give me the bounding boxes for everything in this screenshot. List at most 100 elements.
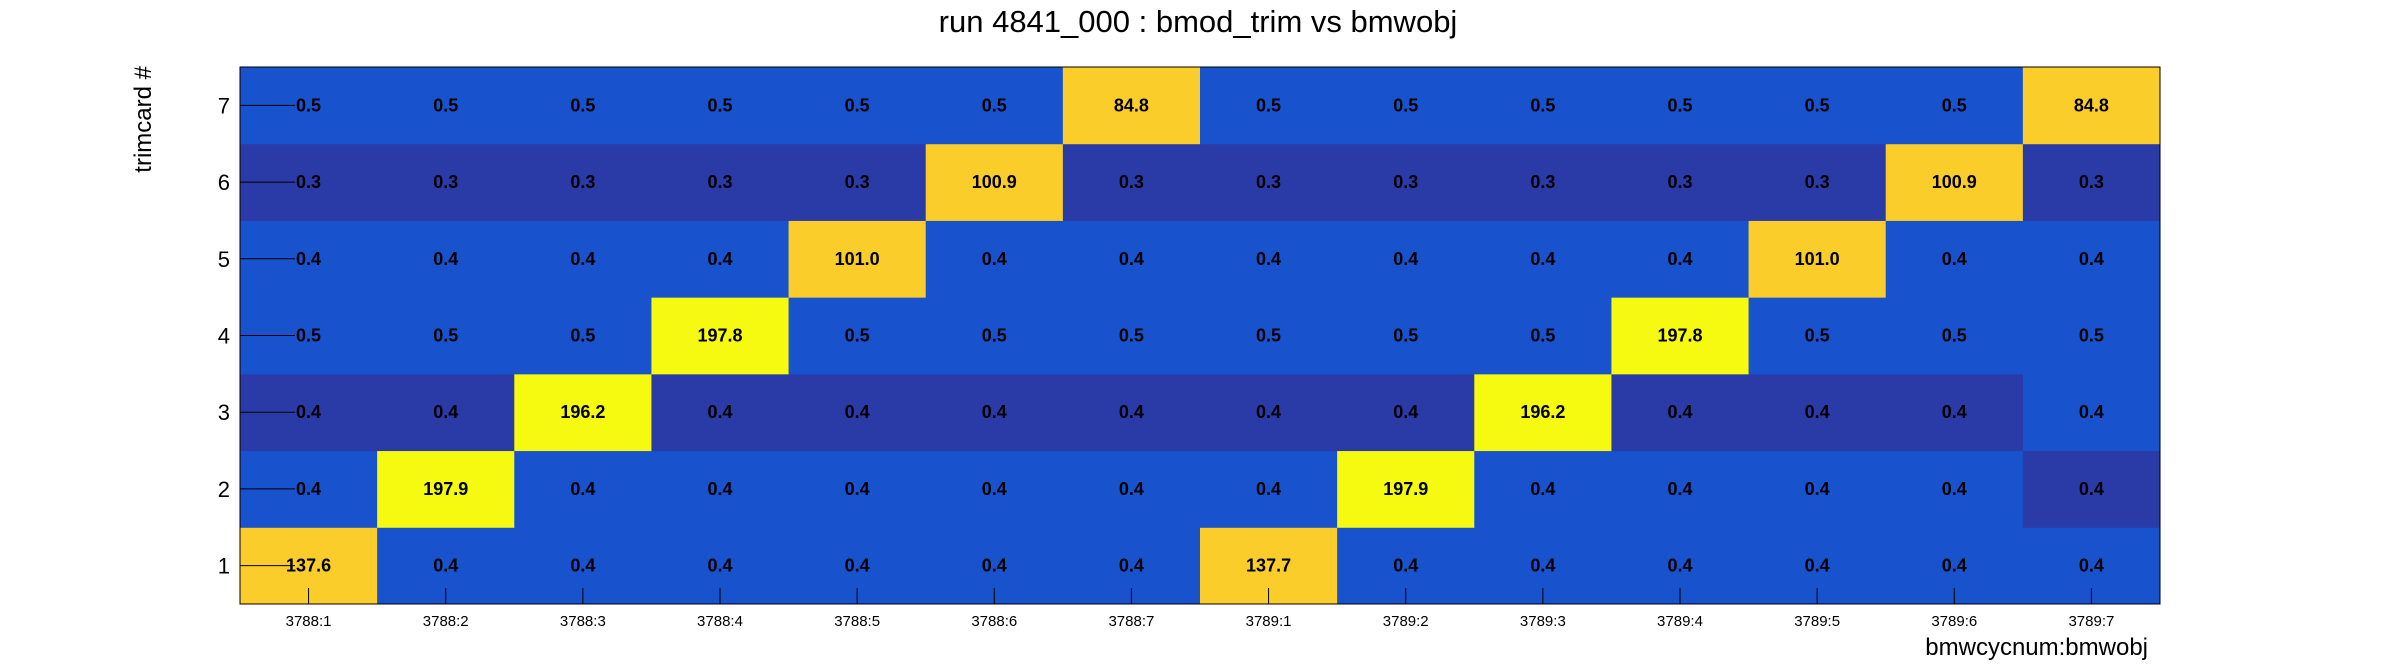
heatmap-cell [1611,143,1750,221]
cell-value-label: 0.4 [1119,556,1144,576]
heatmap-cell [377,220,515,298]
heatmap-cell [514,67,652,145]
axes: 1 2 3 4 5 6 7 3788:1 3788:2 3788:3 3788:4 3788:5 378… [218,66,2161,630]
heatmap-cell [651,143,790,221]
chart-title: run 4841_000 : bmod_trim vs bmwobj [939,4,1458,39]
cell-value-label: 0.4 [707,479,732,499]
y-tick-label: 6 [218,170,230,195]
heatmap-cell [2022,373,2161,452]
cell-value-label: 197.8 [1657,326,1702,346]
cell-value-label: 0.5 [1805,326,1830,346]
x-tick-label: 3788:5 [834,613,880,630]
cell-value-label: 0.4 [1667,479,1692,499]
heatmap-cell [1474,450,1612,528]
cell-value-label: 0.3 [1530,172,1555,192]
heatmap-cell [1611,67,1750,145]
heatmap-cell [1337,373,1475,452]
cell-value-label: 0.4 [1393,249,1418,269]
cell-value-label: 0.4 [296,249,321,269]
cell-value-label: 0.5 [296,326,321,346]
cell-value-label: 0.4 [707,556,732,576]
heatmap-cell [1062,67,1201,145]
x-tick-label: 3789:4 [1657,613,1703,630]
x-axis-title: bmwcycnum:bmwobj [1925,634,2148,661]
heatmap-cell [788,297,927,375]
cell-value-label: 0.5 [707,95,732,115]
heatmap-cell [788,450,927,528]
cell-value-label: 0.4 [845,479,870,499]
heatmap-cell [1062,373,1201,452]
cell-value-label: 196.2 [560,402,605,422]
y-axis-title: trimcard # [130,65,157,172]
cell-value-label: 0.4 [845,556,870,576]
cell-value-label: 0.5 [2079,326,2104,346]
heatmap-cell [1748,67,1887,145]
cell-value-label: 0.3 [1805,172,1830,192]
cell-value-label: 0.5 [982,326,1007,346]
cell-value-label: 0.4 [1530,249,1555,269]
cell-value-label: 0.4 [1667,402,1692,422]
cell-value-label: 0.5 [1805,95,1830,115]
cell-value-label: 0.5 [296,95,321,115]
heatmap-cell [1474,373,1612,452]
cell-value-label: 0.5 [1393,95,1418,115]
heatmap-cell [651,67,790,145]
cell-value-label: 0.4 [1667,249,1692,269]
heatmap-cell [651,220,790,298]
heatmap-cell [925,67,1064,145]
cell-value-label: 0.3 [433,172,458,192]
cell-value-label: 0.4 [1805,402,1830,422]
heatmap-cell [1885,143,2024,221]
cell-value-label: 0.4 [1256,249,1281,269]
y-tick-label: 4 [218,324,230,349]
heatmap-cell [377,67,515,145]
cell-value-label: 0.5 [433,95,458,115]
heatmap-cell [514,143,652,221]
cell-value-label: 197.9 [1383,479,1428,499]
heatmap-cell [514,297,652,375]
heatmap-cell [651,373,790,452]
cell-value-label: 0.5 [1667,95,1692,115]
heatmap-cell [1885,67,2024,145]
cell-value-label: 0.4 [1530,556,1555,576]
heatmap-cell [1885,450,2024,528]
cell-value-label: 0.4 [433,249,458,269]
cell-value-label: 0.4 [2079,249,2104,269]
heatmap-cell [1200,373,1338,452]
cell-value-label: 101.0 [1795,249,1840,269]
cell-value-label: 0.4 [982,556,1007,576]
heatmap-cell [514,450,652,528]
cell-value-label: 197.8 [697,326,742,346]
heatmap-cell [1200,143,1338,221]
cell-value-label: 0.4 [296,402,321,422]
heatmap-cell [2022,220,2161,298]
x-tick-label: 3788:2 [423,613,469,630]
x-tick-label: 3789:7 [2068,613,2114,630]
cell-value-label: 0.4 [570,249,595,269]
cell-value-label: 0.5 [1256,326,1281,346]
heatmap-cell-labels: 137.6 0.4 0.4 0.4 0.4 0.4 0.4 137.7 0.4 0.4 0.4 0.4… [286,95,2109,575]
heatmap-cell [1474,220,1612,298]
y-tick-label: 2 [218,477,230,502]
x-tick-label: 3789:2 [1383,613,1429,630]
heatmap-cell [925,220,1064,298]
cell-value-label: 0.4 [1805,556,1830,576]
heatmap-cell [1200,220,1338,298]
cell-value-label: 0.5 [1256,95,1281,115]
cell-value-label: 0.5 [1942,95,1967,115]
heatmap-cell [1611,297,1750,375]
heatmap-cell [925,450,1064,528]
x-tick-label: 3789:3 [1520,613,1566,630]
heatmap-cells [240,67,2161,605]
heatmap-cell [1062,143,1201,221]
heatmap-cell [1200,67,1338,145]
heatmap-cell [651,450,790,528]
cell-value-label: 0.4 [570,479,595,499]
heatmap-cell [377,297,515,375]
y-tick-label: 7 [218,93,230,118]
cell-value-label: 0.4 [433,556,458,576]
cell-value-label: 0.3 [570,172,595,192]
heatmap-cell [2022,67,2161,145]
heatmap-cell [1337,67,1475,145]
